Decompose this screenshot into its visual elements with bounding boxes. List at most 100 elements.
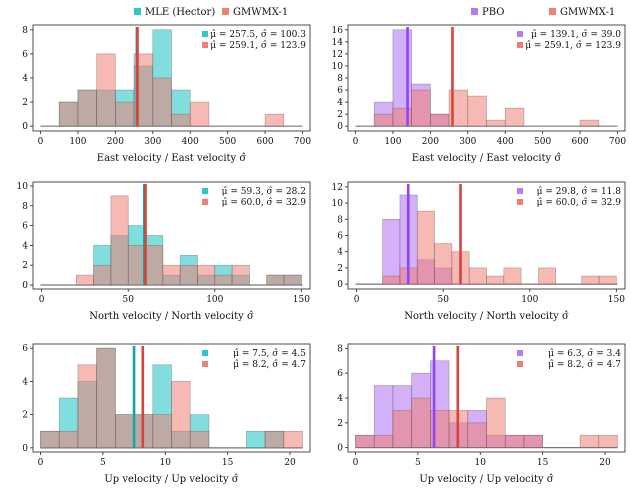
- histogram-bar: [152, 77, 172, 127]
- stat-entry: μ̂ = 259.1, σ̂ = 123.9: [202, 40, 306, 51]
- histogram-bar: [197, 264, 216, 286]
- stat-text: μ̂ = 139.1, σ̂ = 39.0: [531, 29, 621, 40]
- x-axis-label: North velocity / North velocity σ̂: [404, 311, 569, 322]
- legend-swatch: [549, 8, 556, 15]
- stat-entry: μ̂ = 6.3, σ̂ = 3.4: [517, 348, 621, 359]
- histogram-bar: [162, 264, 181, 286]
- stat-entry: μ̂ = 257.5, σ̂ = 100.3: [202, 29, 306, 40]
- histogram-bar: [75, 274, 94, 286]
- y-tick-label: 4: [22, 74, 28, 84]
- histogram-bar: [189, 101, 210, 127]
- stat-text: μ̂ = 60.0, σ̂ = 32.9: [537, 197, 622, 208]
- x-tick-label: 200: [107, 137, 124, 147]
- stat-text: μ̂ = 259.1, σ̂ = 123.9: [210, 40, 306, 51]
- histogram-bar: [486, 275, 505, 285]
- x-tick-label: 0: [354, 295, 360, 305]
- y-tick-label: 0: [337, 122, 343, 132]
- stat-swatch: [517, 42, 523, 48]
- histogram-bar: [579, 434, 600, 448]
- x-tick-label: 500: [534, 137, 551, 147]
- panel-north-pbo: 0 2 4 6 8 10 12 0 50 100 150 North velocity / North…: [332, 181, 626, 322]
- y-tick-label: 2: [22, 411, 28, 421]
- stat-entry: μ̂ = 8.2, σ̂ = 4.7: [202, 359, 306, 370]
- x-tick-label: 5: [100, 458, 106, 468]
- y-tick-label: 4: [337, 394, 343, 404]
- histogram-bar: [266, 274, 285, 286]
- y-tick-label: 6: [22, 50, 28, 60]
- x-tick-label: 20: [599, 458, 611, 468]
- histogram-bar: [171, 113, 191, 127]
- series-gmwmx-1: [382, 210, 617, 285]
- stat-entry: μ̂ = 8.2, σ̂ = 4.7: [517, 359, 621, 370]
- legend-label: GMWMX-1: [233, 7, 288, 18]
- plot-frame: [32, 343, 311, 453]
- y-tick-label: 10: [17, 182, 29, 192]
- stat-swatch: [517, 31, 523, 37]
- stat-swatch: [202, 361, 208, 367]
- x-tick-label: 0: [38, 137, 44, 147]
- stat-swatch: [517, 350, 523, 356]
- histogram-bar: [467, 95, 487, 127]
- histogram-bar: [189, 430, 210, 449]
- legend-label: GMWMX-1: [560, 7, 615, 18]
- histogram-bar: [467, 422, 487, 448]
- y-tick-label: 4: [337, 98, 343, 108]
- histogram-bar: [93, 264, 112, 286]
- histogram-bar: [96, 53, 116, 127]
- x-tick-label: 100: [384, 137, 401, 147]
- histogram-bar: [58, 101, 79, 127]
- stat-text: μ̂ = 59.3, σ̂ = 28.2: [222, 186, 306, 197]
- x-tick-label: 400: [182, 137, 199, 147]
- x-tick-label: 300: [459, 137, 476, 147]
- y-tick-label: 8: [22, 202, 28, 212]
- x-tick-label: 500: [219, 137, 236, 147]
- histogram-bar: [538, 267, 557, 285]
- y-tick-label: 2: [337, 264, 343, 274]
- histogram-bar: [40, 430, 60, 449]
- stat-swatch: [202, 42, 208, 48]
- x-tick-label: 100: [206, 295, 223, 305]
- histogram-bar: [77, 364, 97, 449]
- x-tick-label: 15: [537, 458, 549, 468]
- x-tick-label: 300: [144, 137, 161, 147]
- histogram-bar: [382, 218, 401, 285]
- histogram-bar: [264, 430, 285, 449]
- x-axis-label: North velocity / North velocity σ̂: [89, 311, 254, 322]
- stat-swatch: [202, 188, 208, 194]
- histogram-bar: [581, 275, 600, 285]
- histogram-bar: [430, 113, 450, 127]
- y-tick-label: 10: [332, 199, 344, 209]
- panel-east-mle: 0 2 4 6 8 0 100 200 300 400 500 600 700 East velocity…: [22, 24, 311, 164]
- x-tick-label: 700: [609, 137, 626, 147]
- histogram-bar: [96, 347, 116, 449]
- histogram-bar: [115, 414, 135, 449]
- histogram-bar: [127, 245, 146, 286]
- histogram-bar: [503, 267, 522, 285]
- legend-label: PBO: [482, 7, 504, 18]
- histogram-bar: [523, 434, 543, 448]
- histogram-bar: [598, 275, 617, 285]
- legend-entry-right-0: PBO: [471, 7, 504, 18]
- x-tick-label: 0: [353, 137, 359, 147]
- y-tick-label: 2: [337, 110, 343, 120]
- y-tick-label: 6: [22, 222, 28, 232]
- x-tick-label: 0: [353, 458, 359, 468]
- stat-entry: μ̂ = 59.3, σ̂ = 28.2: [202, 186, 306, 197]
- y-tick-label: 12: [332, 50, 343, 60]
- y-tick-label: 0: [22, 444, 28, 454]
- y-tick-label: 2: [22, 261, 28, 271]
- x-tick-label: 0: [39, 295, 45, 305]
- legend-entry-left-0: MLE (Hector): [134, 7, 215, 18]
- figure-legends: MLE (Hector) GMWMX-1 PBO GMWMX-1: [134, 7, 615, 18]
- stat-swatch: [517, 361, 523, 367]
- histogram-bar: [486, 397, 506, 448]
- x-tick-label: 0: [38, 458, 44, 468]
- series-gmwmx-1: [75, 195, 302, 286]
- legend-entry-right-1: GMWMX-1: [549, 7, 615, 18]
- y-tick-label: 12: [332, 183, 343, 193]
- stat-text: μ̂ = 257.5, σ̂ = 100.3: [210, 29, 306, 40]
- x-tick-label: 10: [160, 458, 172, 468]
- x-tick-label: 5: [415, 458, 421, 468]
- legend-swatch: [471, 8, 478, 15]
